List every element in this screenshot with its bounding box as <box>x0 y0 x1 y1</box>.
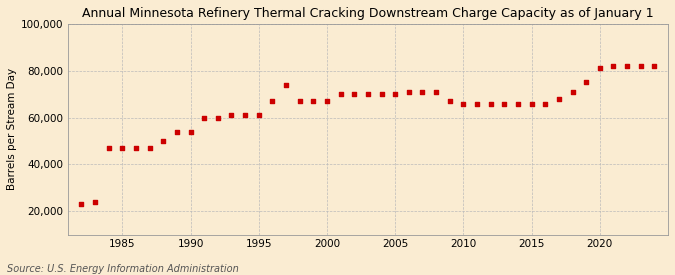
Point <box>213 115 223 120</box>
Point <box>130 146 141 150</box>
Title: Annual Minnesota Refinery Thermal Cracking Downstream Charge Capacity as of Janu: Annual Minnesota Refinery Thermal Cracki… <box>82 7 653 20</box>
Y-axis label: Barrels per Stream Day: Barrels per Stream Day <box>7 68 17 190</box>
Text: Source: U.S. Energy Information Administration: Source: U.S. Energy Information Administ… <box>7 264 238 274</box>
Point <box>389 92 400 96</box>
Point <box>608 64 619 68</box>
Point <box>595 66 605 71</box>
Point <box>580 80 591 85</box>
Point <box>499 101 510 106</box>
Point <box>417 90 428 94</box>
Point <box>554 97 564 101</box>
Point <box>90 200 101 204</box>
Point <box>472 101 483 106</box>
Point <box>635 64 646 68</box>
Point <box>226 113 237 117</box>
Point <box>431 90 441 94</box>
Point <box>404 90 414 94</box>
Point <box>267 99 278 103</box>
Point <box>117 146 128 150</box>
Point <box>444 99 455 103</box>
Point <box>76 202 87 207</box>
Point <box>567 90 578 94</box>
Point <box>240 113 250 117</box>
Point <box>171 130 182 134</box>
Point <box>335 92 346 96</box>
Point <box>199 115 210 120</box>
Point <box>103 146 114 150</box>
Point <box>622 64 632 68</box>
Point <box>321 99 332 103</box>
Point <box>253 113 264 117</box>
Point <box>649 64 660 68</box>
Point <box>512 101 523 106</box>
Point <box>294 99 305 103</box>
Point <box>281 82 292 87</box>
Point <box>458 101 469 106</box>
Point <box>362 92 373 96</box>
Point <box>540 101 551 106</box>
Point <box>185 130 196 134</box>
Point <box>485 101 496 106</box>
Point <box>349 92 360 96</box>
Point <box>376 92 387 96</box>
Point <box>526 101 537 106</box>
Point <box>158 139 169 143</box>
Point <box>308 99 319 103</box>
Point <box>144 146 155 150</box>
